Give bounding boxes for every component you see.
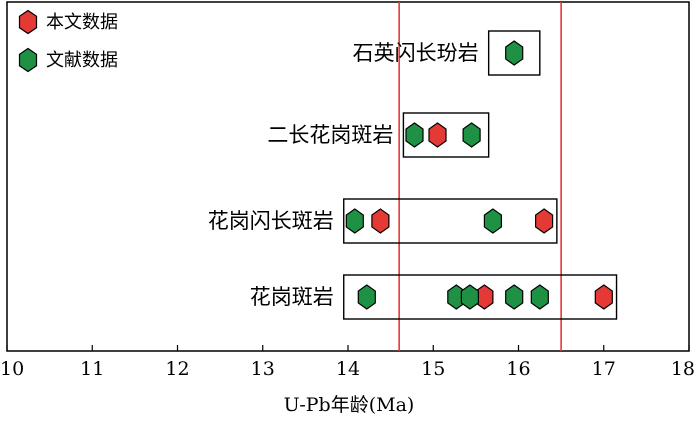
data-point xyxy=(483,208,502,234)
data-point xyxy=(345,208,364,234)
data-point xyxy=(505,284,524,310)
x-tick-label: 15 xyxy=(421,358,445,380)
data-point xyxy=(530,284,549,310)
group-box xyxy=(487,30,541,76)
data-point xyxy=(462,122,481,148)
x-axis-title: U-Pb年龄(Ma) xyxy=(284,394,415,416)
group-box xyxy=(402,112,490,158)
reference-lines xyxy=(398,2,562,351)
data-point xyxy=(534,208,554,234)
group-box xyxy=(343,198,558,244)
data-point xyxy=(460,284,479,310)
x-tick-label: 18 xyxy=(671,358,695,380)
category-label: 花岗闪长斑岩 xyxy=(208,209,334,233)
group-box xyxy=(343,274,618,320)
legend-label: 文献数据 xyxy=(46,50,118,71)
category-label: 花岗斑岩 xyxy=(250,285,334,309)
category-label: 石英闪长玢岩 xyxy=(353,41,479,65)
x-tick-label: 14 xyxy=(336,358,360,380)
group-boxes xyxy=(343,30,618,320)
data-point xyxy=(371,208,390,234)
legend-marker xyxy=(18,9,38,35)
x-tick-label: 17 xyxy=(592,358,616,380)
legend-label: 本文数据 xyxy=(46,12,118,33)
x-tick-label: 13 xyxy=(251,358,275,380)
x-tick-label: 10 xyxy=(0,358,24,380)
category-label: 二长花岗斑岩 xyxy=(267,123,393,147)
x-tick-label: 12 xyxy=(165,358,189,380)
legend-marker xyxy=(18,47,38,73)
data-point xyxy=(428,122,447,148)
data-point xyxy=(357,284,376,310)
x-tick-label: 11 xyxy=(80,358,104,380)
data-points xyxy=(345,40,613,310)
data-point xyxy=(594,284,613,310)
x-tick-label: 16 xyxy=(506,358,530,380)
data-point xyxy=(405,122,424,148)
data-point xyxy=(505,40,524,66)
x-axis-ticks: 10 11 12 13 14 15 16 17 18 xyxy=(0,345,695,380)
